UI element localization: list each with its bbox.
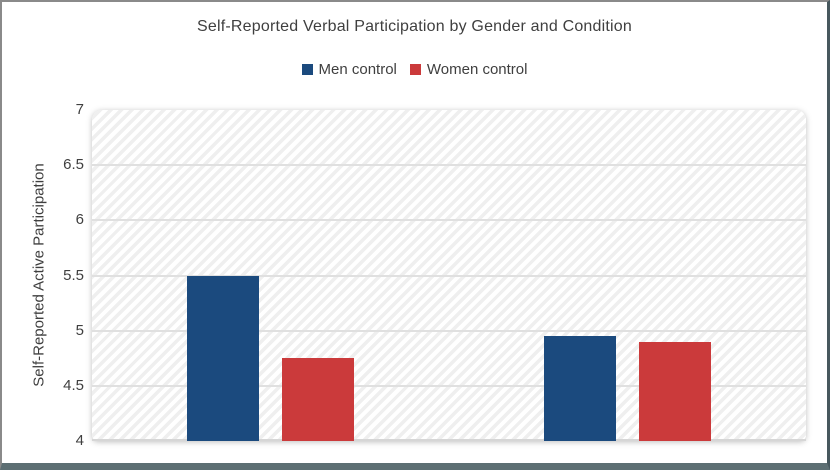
y-tick-label: 5	[75, 321, 84, 339]
bar-men-control-group2	[544, 336, 616, 441]
gridline	[92, 384, 806, 387]
legend-label: Women control	[426, 61, 528, 78]
legend: Men control Women control	[2, 61, 827, 78]
chart-title: Self-Reported Verbal Participation by Ge…	[197, 18, 632, 35]
gridline	[92, 164, 806, 167]
plot-area	[92, 110, 806, 441]
gridline	[92, 274, 806, 277]
gridline	[92, 329, 806, 332]
y-tick-label: 6	[75, 211, 84, 229]
bar-men-control-group1	[187, 275, 259, 441]
legend-swatch-icon	[409, 64, 421, 75]
x-axis-line	[92, 439, 806, 441]
chart-container: Self-Reported Verbal Participation by Ge…	[2, 2, 827, 463]
y-tick-label: 4	[75, 432, 84, 449]
bar-women-control-group2	[639, 341, 711, 441]
legend-item-men-control: Men control	[301, 61, 397, 78]
y-tick-label: 7	[75, 101, 84, 118]
y-tick-label: 4.5	[63, 376, 84, 394]
legend-swatch-icon	[301, 64, 313, 75]
legend-item-women-control: Women control	[409, 61, 528, 78]
gridline	[92, 219, 806, 222]
bar-women-control-group1	[282, 358, 354, 441]
y-tick-label: 6.5	[63, 156, 84, 174]
y-tick-label: 5.5	[63, 266, 84, 284]
legend-label: Men control	[318, 61, 397, 78]
